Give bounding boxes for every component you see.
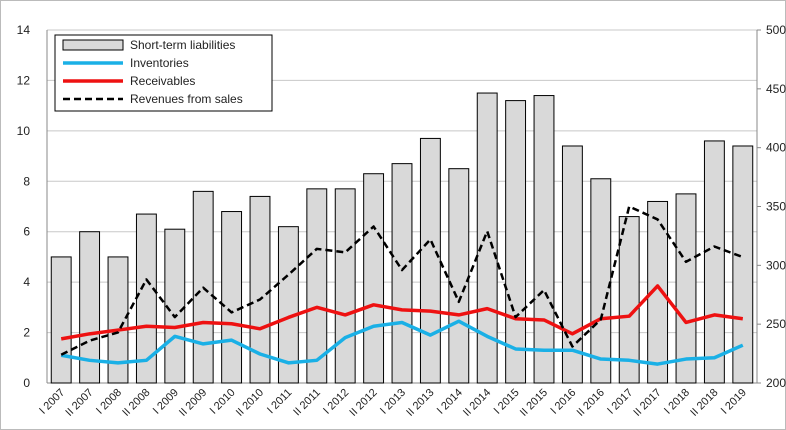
y2-tick-label: 400 [766,141,786,155]
y2-tick-label: 250 [766,317,786,331]
y-tick-label: 0 [23,376,30,390]
bar [50,256,72,384]
x-tick-label: I 2010 [208,387,238,417]
bar [533,95,555,384]
bar [448,168,470,384]
x-tick-label: I 2017 [605,387,635,417]
x-tick-label: II 2018 [688,387,720,419]
bar [391,163,413,384]
bar [277,226,299,384]
bar [363,173,385,384]
x-tick-label: II 2010 [234,387,266,419]
bar [675,193,697,384]
x-tick-label: II 2017 [631,387,663,419]
bar [107,256,129,384]
y2-tick-label: 300 [766,258,786,272]
bar [306,188,328,384]
x-tick-label: I 2011 [265,387,295,417]
x-tick-label: II 2012 [347,387,379,419]
x-tick-label: II 2015 [518,387,550,419]
x-tick-label: I 2019 [719,387,749,417]
x-tick-label: I 2016 [548,387,578,417]
x-tick-label: II 2014 [461,387,493,419]
x-tick-label: I 2015 [492,387,522,417]
x-tick-label: I 2009 [151,387,181,417]
y-tick-label: 2 [23,326,30,340]
bar [703,140,725,384]
x-tick-label: I 2012 [321,387,351,417]
y-tick-label: 8 [23,174,30,188]
x-tick-label: I 2013 [378,387,408,417]
line-series [60,319,744,366]
x-tick-label: II 2007 [63,387,95,419]
y2-tick-label: 450 [766,82,786,96]
x-tick-label: I 2007 [37,387,67,417]
bar [732,145,754,384]
legend-label: Receivables [130,74,195,88]
bar [618,216,640,384]
x-tick-label: II 2008 [120,387,152,419]
x-tick-label: I 2018 [662,387,692,417]
line-series [60,205,744,356]
bar [647,200,669,384]
bar [561,145,583,384]
y2-tick-label: 350 [766,200,786,214]
y-tick-label: 6 [23,225,30,239]
bar [590,178,612,384]
x-tick-label: II 2011 [291,387,323,419]
x-tick-label: II 2013 [404,387,436,419]
bar [164,228,186,384]
y2-tick-label: 500 [766,23,786,37]
legend: Short-term liabilities Inventories Receiva… [54,34,273,112]
legend-label: Revenues from sales [130,92,243,106]
y-tick-label: 10 [17,124,31,138]
y2-tick-label: 200 [766,376,786,390]
line-series [60,284,744,341]
x-tick-label: II 2016 [575,387,607,419]
bar [135,213,157,384]
bar [419,137,441,384]
x-tick-label: I 2008 [94,387,124,417]
bar [334,188,356,384]
legend-swatch [62,39,124,51]
legend-label: Inventories [130,56,189,70]
x-tick-label: II 2009 [177,387,209,419]
bar [221,211,243,384]
y-tick-label: 12 [17,73,31,87]
y-tick-label: 4 [23,275,30,289]
bar [79,231,101,384]
legend-label: Short-term liabilities [130,38,235,52]
y-tick-label: 14 [17,23,31,37]
x-tick-label: I 2014 [435,387,465,417]
bar [505,100,527,384]
